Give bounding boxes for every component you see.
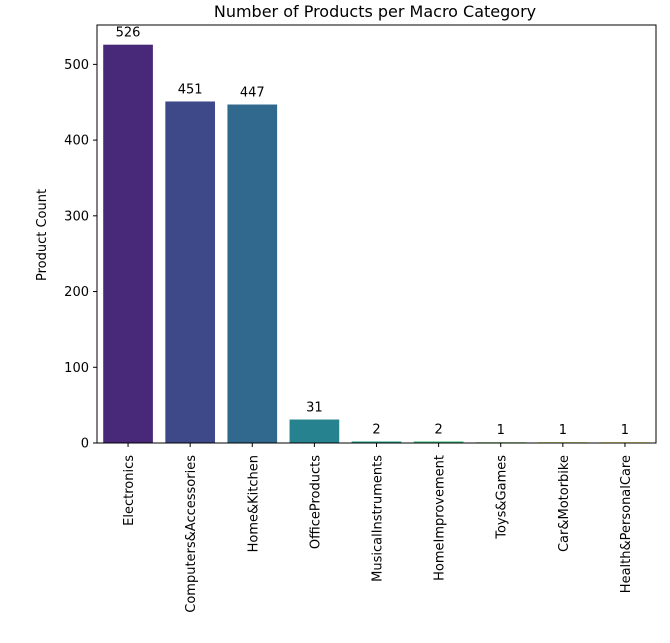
bar — [289, 419, 340, 443]
bar-data-label: 2 — [434, 422, 442, 437]
bar-data-label: 1 — [559, 423, 567, 438]
x-tick-label: Car&Motorbike — [557, 455, 572, 552]
x-tick-label: MusicalInstruments — [371, 455, 386, 582]
x-tick-label: HomeImprovement — [433, 455, 448, 581]
bar-data-label: 451 — [178, 82, 203, 97]
y-tick-label: 100 — [64, 361, 89, 376]
bar — [103, 44, 153, 443]
bar-data-label: 31 — [306, 401, 323, 416]
y-tick-label: 400 — [64, 134, 89, 149]
y-axis-label: Product Count — [35, 189, 50, 281]
x-tick-label: Computers&Accessories — [184, 455, 199, 613]
y-tick-label: 300 — [64, 209, 89, 224]
x-tick-label: Toys&Games — [495, 455, 510, 540]
bar — [227, 104, 278, 444]
x-tick-label: Home&Kitchen — [246, 455, 261, 552]
bar-labels-group: 526 451 447 31 2 2 1 1 1 — [116, 26, 629, 439]
bar-data-label: 447 — [240, 86, 265, 101]
bar-data-label: 1 — [497, 423, 505, 438]
y-tick-label: 200 — [64, 285, 89, 300]
plot-frame — [96, 24, 657, 444]
x-axis-ticks: Electronics Computers&Accessories Home&Kit… — [122, 443, 634, 613]
x-tick-label: Health&PersonalCare — [619, 455, 634, 593]
y-axis-ticks: 0 100 200 300 400 500 — [64, 58, 97, 452]
bar-data-label: 1 — [621, 423, 629, 438]
bar-data-label: 526 — [116, 26, 141, 41]
x-tick-label: OfficeProducts — [308, 455, 323, 549]
bar — [351, 441, 402, 443]
bar-data-label: 2 — [372, 422, 380, 437]
x-tick-label: Electronics — [122, 455, 137, 526]
bar — [413, 441, 464, 443]
y-tick-label: 500 — [64, 58, 89, 73]
y-tick-label: 0 — [81, 437, 89, 452]
chart-title: Number of Products per Macro Category — [214, 2, 536, 21]
bars-group — [103, 44, 650, 444]
bar — [165, 101, 216, 444]
